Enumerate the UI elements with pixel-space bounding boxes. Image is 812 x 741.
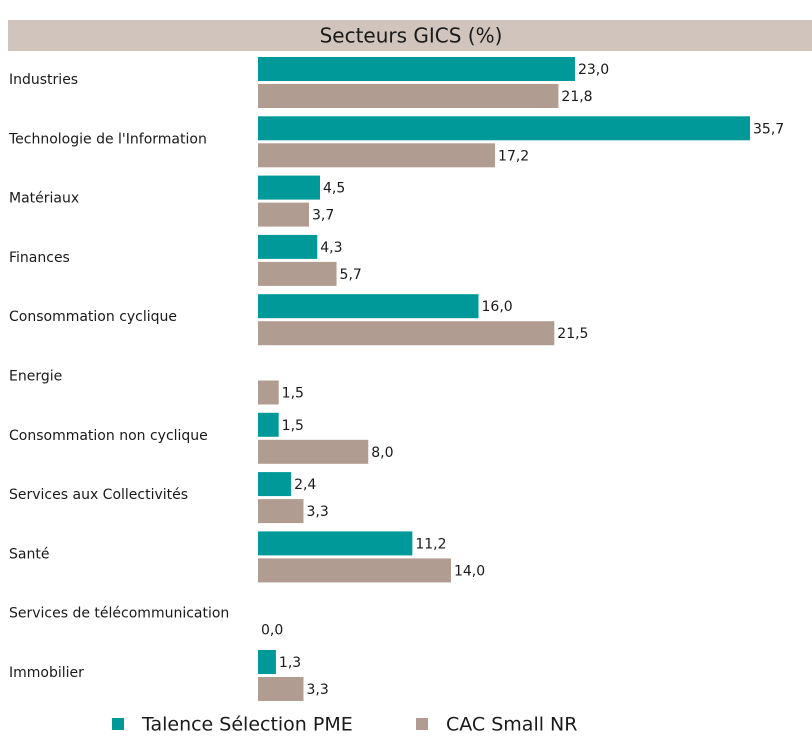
bar [258,650,276,674]
bar [258,143,496,168]
value-label: 2,4 [294,477,316,493]
bar [258,175,321,200]
category-label: Finances [9,250,70,266]
bar [258,294,479,319]
value-label: 5,7 [340,267,362,283]
value-label: 14,0 [454,563,485,579]
value-label: 21,5 [557,326,588,342]
title-bar [8,20,812,51]
category-label: Services aux Collectivités [9,487,188,503]
chart-title: Secteurs GICS (%) [320,24,503,48]
value-label: 0,0 [261,623,283,639]
bar [258,412,279,437]
bar [258,321,555,346]
bar [258,116,750,141]
value-label: 4,3 [320,240,342,256]
value-label: 1,3 [279,655,301,671]
value-label: 23,0 [578,62,609,78]
legend-label: CAC Small NR [446,714,577,736]
value-label: 8,0 [371,445,393,461]
value-label: 4,5 [323,181,345,197]
value-label: 3,3 [306,504,328,520]
bar [258,84,559,108]
category-label: Santé [9,546,49,562]
legend-swatch [416,718,428,730]
bar [258,472,292,497]
bar [258,234,318,259]
bar [258,380,279,405]
bar [258,558,451,583]
legend-label: Talence Sélection PME [141,714,353,736]
category-label: Consommation non cyclique [9,428,208,444]
value-label: 16,0 [482,299,513,315]
bar [258,261,337,286]
bar [258,202,309,227]
bar [258,499,304,524]
category-label: Energie [9,369,62,385]
value-label: 35,7 [753,121,784,137]
bar [258,439,369,464]
category-label: Matériaux [9,191,79,207]
bar [258,57,575,81]
value-label: 11,2 [415,536,446,552]
bar [258,531,413,556]
value-label: 3,3 [306,682,328,698]
value-label: 1,5 [282,418,304,434]
category-label: Industries [9,72,78,88]
legend-swatch [112,718,124,730]
category-label: Immobilier [9,665,84,681]
category-label: Services de télécommunication [9,606,229,622]
value-label: 1,5 [282,386,304,402]
value-label: 17,2 [498,148,529,164]
category-label: Technologie de l'Information [8,131,207,147]
bar [258,677,304,701]
category-label: Consommation cyclique [9,309,177,325]
value-label: 21,8 [561,89,592,105]
value-label: 3,7 [312,208,334,224]
